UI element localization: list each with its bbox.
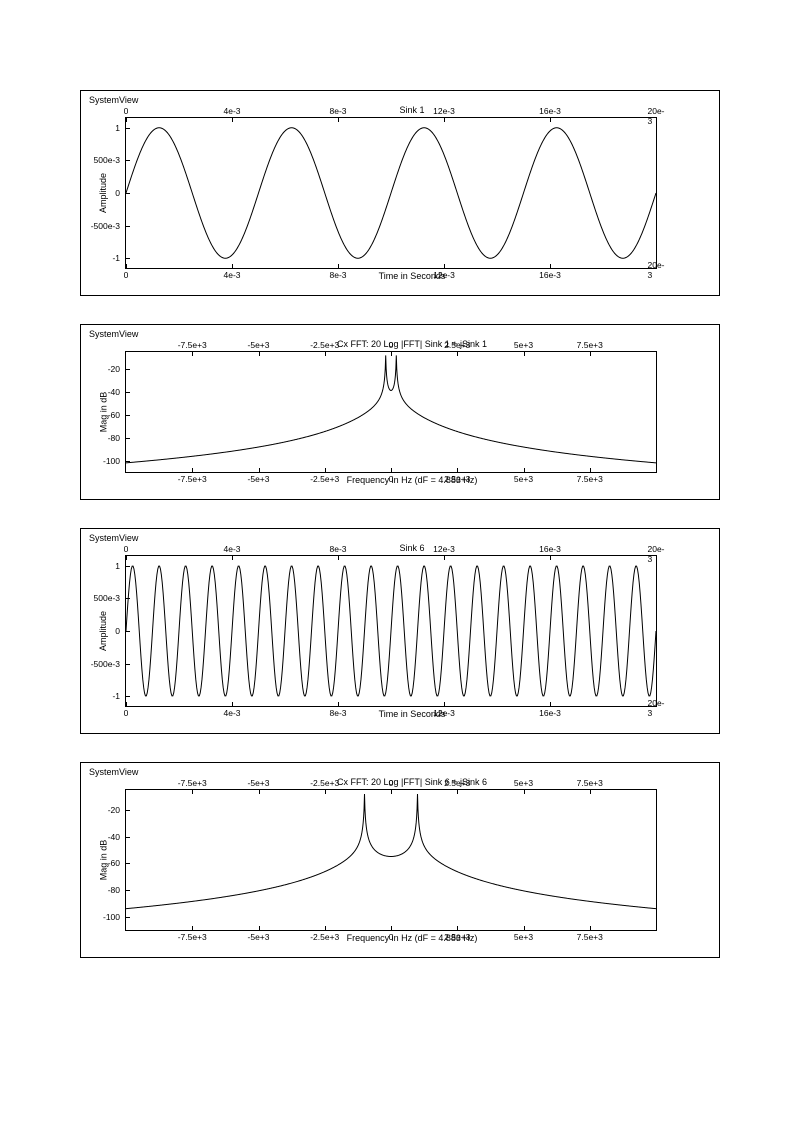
x-tick-label: -2.5e+3 [310,778,339,788]
x-axis-label: Frequency in Hz (dF = 4.883 Hz) [125,475,699,485]
x-tick-label: -5e+3 [248,932,270,942]
x-tick-label: -5e+3 [248,778,270,788]
y-tick-label: 0 [115,626,120,636]
chart-title: Sink 1 [125,105,699,115]
y-tick-label: -80 [108,433,120,443]
y-tick-label: -20 [108,364,120,374]
x-tick-label: 8e-3 [329,270,346,280]
panel-fft1: SystemView Cx FFT: 20 Log |FFT| Sink 1 +… [80,324,720,500]
y-tick-label: 500e-3 [94,593,120,603]
x-tick-label: 7.5e+3 [577,778,603,788]
x-tick-label: -7.5e+3 [178,474,207,484]
x-axis-label: Time in Seconds [125,271,699,281]
x-tick-label: -2.5e+3 [310,932,339,942]
x-tick-label: 5e+3 [514,474,533,484]
x-tick-label: 2.5e+3 [444,778,470,788]
y-tick-label: -100 [103,912,120,922]
x-tick-label: -7.5e+3 [178,932,207,942]
x-tick-label: -5e+3 [248,340,270,350]
y-tick-label: -60 [108,858,120,868]
y-tick-label: -60 [108,410,120,420]
y-tick-label: -500e-3 [91,659,120,669]
x-tick-label: 8e-3 [329,544,346,554]
x-tick-label: 4e-3 [223,270,240,280]
chart-sink1: Sink 1 Amplitude 004e-34e-38e-38e-312e-3… [125,105,699,281]
x-tick-label: 4e-3 [223,708,240,718]
x-tick-label: 0 [124,708,129,718]
y-tick-label: 500e-3 [94,155,120,165]
y-tick-label: -40 [108,387,120,397]
x-tick-label: 2.5e+3 [444,474,470,484]
x-tick-label: -7.5e+3 [178,340,207,350]
x-tick-label: -2.5e+3 [310,474,339,484]
x-tick-label: 0 [389,340,394,350]
y-tick-label: 1 [115,561,120,571]
x-tick-label: 12e-3 [433,106,455,116]
x-tick-label: 4e-3 [223,106,240,116]
x-tick-label: 5e+3 [514,778,533,788]
panel-sink1: SystemView Sink 1 Amplitude 004e-34e-38e… [80,90,720,296]
chart-fft1: Cx FFT: 20 Log |FFT| Sink 1 + jSink 1 Ma… [125,339,699,485]
x-tick-label: 5e+3 [514,932,533,942]
x-tick-label: 8e-3 [329,106,346,116]
x-tick-label: 12e-3 [433,544,455,554]
plot-area: -7.5e+3-7.5e+3-5e+3-5e+3-2.5e+3-2.5e+300… [125,789,657,931]
y-tick-label: 0 [115,188,120,198]
x-tick-label: 7.5e+3 [577,340,603,350]
plot-area: 004e-34e-38e-38e-312e-312e-316e-316e-320… [125,555,657,707]
x-tick-label: 0 [124,544,129,554]
y-tick-label: -40 [108,832,120,842]
x-tick-label: 20e-3 [647,698,664,718]
x-tick-label: 20e-3 [647,544,664,564]
y-tick-label: -80 [108,885,120,895]
chart-sink6: Sink 6 Amplitude 004e-34e-38e-38e-312e-3… [125,543,699,719]
y-tick-label: -1 [112,691,120,701]
y-tick-label: -500e-3 [91,221,120,231]
x-tick-label: 12e-3 [433,270,455,280]
x-tick-label: 16e-3 [539,270,561,280]
x-tick-label: 0 [389,778,394,788]
x-tick-label: 0 [124,270,129,280]
x-tick-label: 7.5e+3 [577,474,603,484]
x-tick-label: 16e-3 [539,106,561,116]
x-tick-label: 0 [124,106,129,116]
x-tick-label: 8e-3 [329,708,346,718]
x-tick-label: 5e+3 [514,340,533,350]
x-tick-label: 7.5e+3 [577,932,603,942]
x-tick-label: 12e-3 [433,708,455,718]
y-tick-label: -100 [103,456,120,466]
x-tick-label: 4e-3 [223,544,240,554]
x-tick-label: 2.5e+3 [444,932,470,942]
chart-title: Cx FFT: 20 Log |FFT| Sink 6 + jSink 6 [125,777,699,787]
x-tick-label: 16e-3 [539,708,561,718]
panel-sink6: SystemView Sink 6 Amplitude 004e-34e-38e… [80,528,720,734]
x-tick-label: -5e+3 [248,474,270,484]
panel-fft6: SystemView Cx FFT: 20 Log |FFT| Sink 6 +… [80,762,720,958]
chart-title: Cx FFT: 20 Log |FFT| Sink 1 + jSink 1 [125,339,699,349]
y-axis-label: Amplitude [98,611,108,651]
x-tick-label: 0 [389,932,394,942]
x-tick-label: 20e-3 [647,260,664,280]
y-tick-label: -20 [108,805,120,815]
y-tick-label: 1 [115,123,120,133]
plot-area: 004e-34e-38e-38e-312e-312e-316e-316e-320… [125,117,657,269]
x-tick-label: 2.5e+3 [444,340,470,350]
y-tick-label: -1 [112,253,120,263]
y-axis-label: Amplitude [98,173,108,213]
plot-area: -7.5e+3-7.5e+3-5e+3-5e+3-2.5e+3-2.5e+300… [125,351,657,473]
x-axis-label: Time in Seconds [125,709,699,719]
x-tick-label: 0 [389,474,394,484]
chart-title: Sink 6 [125,543,699,553]
chart-fft6: Cx FFT: 20 Log |FFT| Sink 6 + jSink 6 Ma… [125,777,699,943]
x-tick-label: -7.5e+3 [178,778,207,788]
x-tick-label: 16e-3 [539,544,561,554]
x-tick-label: 20e-3 [647,106,664,126]
x-axis-label: Frequency in Hz (dF = 4.883 Hz) [125,933,699,943]
x-tick-label: -2.5e+3 [310,340,339,350]
